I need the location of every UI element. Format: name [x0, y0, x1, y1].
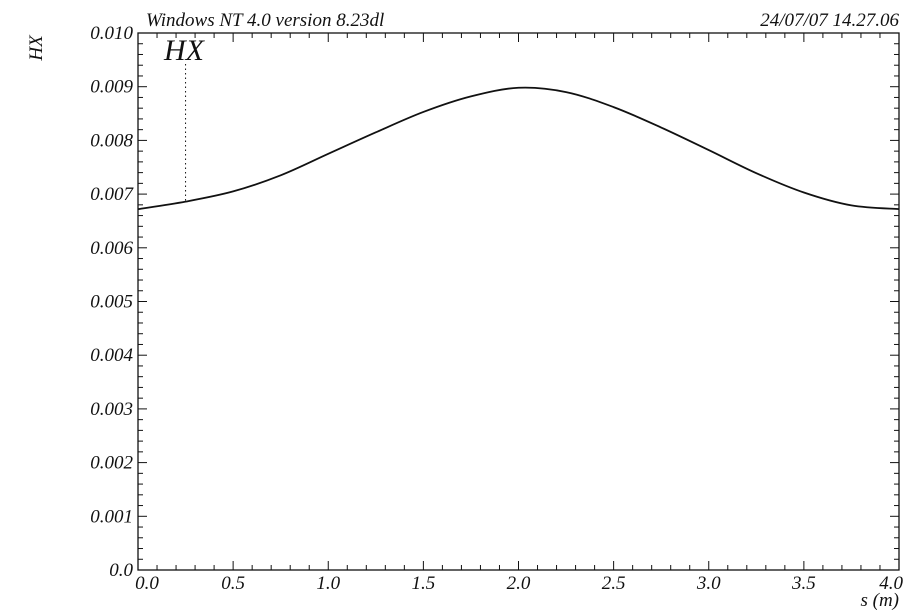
- y-tick-label: 0.004: [90, 345, 133, 366]
- x-tick-label: 2.0: [507, 573, 531, 594]
- y-axis-ticks: 0.0 0.001 0.002 0.003 0.004 0.005 0.006 0.007 0.…: [90, 23, 899, 581]
- x-tick-label: 3.5: [791, 573, 816, 594]
- y-tick-label: 0.0: [109, 560, 133, 581]
- y-tick-label: 0.001: [90, 506, 133, 527]
- y-tick-label: 0.008: [90, 130, 133, 151]
- x-tick-label: 4.0: [879, 573, 903, 594]
- x-tick-label: 0.5: [221, 573, 245, 594]
- y-tick-label: 0.010: [90, 23, 133, 44]
- y-tick-label: 0.009: [90, 77, 133, 98]
- y-tick-label: 0.002: [90, 453, 133, 474]
- y-tick-label: 0.006: [90, 238, 133, 259]
- x-axis-ticks: 0.0 0.5 1.0 1.5 2.0 2.5 3.0 3.5 4.0: [135, 33, 904, 594]
- x-tick-label: 2.5: [602, 573, 626, 594]
- y-tick-label: 0.005: [90, 292, 133, 313]
- x-tick-label: 0.0: [135, 573, 159, 594]
- y-tick-label: 0.003: [90, 399, 133, 420]
- series-label-hx: HX: [163, 34, 206, 67]
- timestamp-text: 24/07/07 14.27.06: [760, 10, 899, 31]
- x-tick-label: 1.5: [412, 573, 436, 594]
- x-axis-title: s (m): [860, 590, 899, 610]
- y-axis-title: HX: [26, 34, 47, 62]
- plot-frame: [137, 32, 900, 571]
- series-layer: [137, 64, 900, 211]
- x-tick-label: 1.0: [316, 573, 340, 594]
- y-tick-label: 0.007: [90, 184, 134, 205]
- x-tick-label: 3.0: [696, 573, 721, 594]
- series-line-hx: [137, 86, 900, 211]
- plot-axes: [137, 32, 900, 571]
- program-version-text: Windows NT 4.0 version 8.23dl: [146, 10, 384, 31]
